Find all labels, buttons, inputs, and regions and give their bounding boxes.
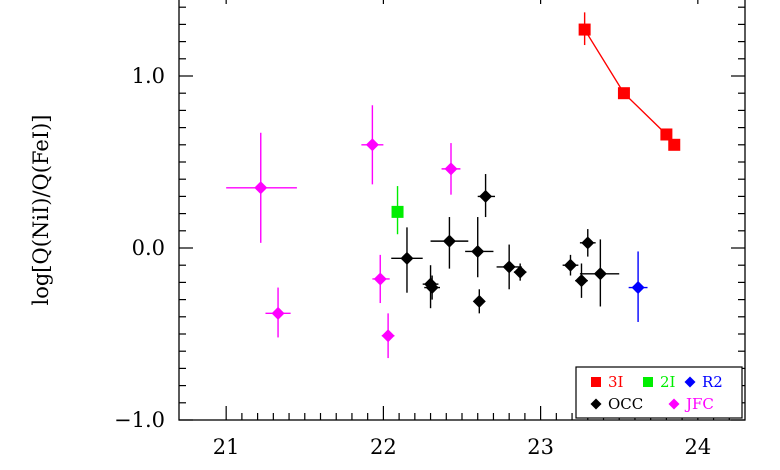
legend-marker	[668, 398, 680, 410]
legend-marker	[643, 377, 653, 387]
data-point	[373, 272, 387, 286]
y-tick-label: 1.0	[132, 64, 165, 88]
data-point	[381, 329, 395, 343]
legend-box	[575, 366, 743, 419]
data-point	[365, 138, 379, 152]
data-series	[226, 12, 681, 359]
data-point	[593, 267, 607, 281]
legend: 3I 2I R2 OCC JFC	[575, 366, 743, 419]
series-r2	[628, 251, 648, 322]
legend-label: OCC	[608, 395, 643, 413]
x-tick-label: 24	[684, 435, 711, 459]
plot-frame	[178, 0, 746, 421]
data-point	[442, 234, 456, 248]
data-point	[444, 162, 458, 176]
tick-marks	[179, 0, 745, 421]
legend-marker	[590, 398, 602, 410]
y-tick-label: −1.0	[114, 408, 165, 432]
legend-label: JFC	[684, 395, 714, 413]
x-tick-label: 22	[370, 435, 397, 459]
x-tick-label: 21	[213, 435, 240, 459]
series-jfc	[226, 105, 461, 359]
y-tick-label: 0.0	[132, 236, 165, 260]
series-line	[584, 29, 675, 146]
data-point	[513, 265, 527, 279]
data-point	[472, 294, 486, 308]
series-occ	[391, 174, 620, 314]
data-point	[471, 244, 485, 258]
data-point	[578, 23, 591, 36]
data-point	[668, 138, 681, 151]
data-point	[660, 128, 673, 141]
data-point	[617, 87, 630, 100]
series-2i	[391, 186, 404, 235]
data-point	[479, 189, 493, 203]
legend-marker	[591, 377, 601, 387]
legend-label: R2	[702, 373, 723, 391]
data-point	[254, 181, 268, 195]
data-point	[502, 260, 516, 274]
legend-marker	[684, 376, 696, 388]
data-point	[581, 236, 595, 250]
data-point	[563, 258, 577, 272]
data-point	[400, 251, 414, 265]
legend-label: 3I	[608, 373, 624, 391]
data-point	[631, 281, 645, 295]
data-point	[271, 306, 285, 320]
series-3i	[578, 12, 681, 151]
data-point	[574, 274, 588, 288]
y-axis-label: log[Q(NiI)/Q(FeI)]	[29, 115, 53, 306]
legend-label: 2I	[660, 373, 676, 391]
tick-labels: 21 22 23 24 1.0 0.0 −1.0	[114, 64, 711, 459]
data-point	[391, 205, 404, 218]
data-point	[425, 281, 439, 295]
x-tick-label: 23	[527, 435, 554, 459]
axes	[178, 0, 746, 421]
